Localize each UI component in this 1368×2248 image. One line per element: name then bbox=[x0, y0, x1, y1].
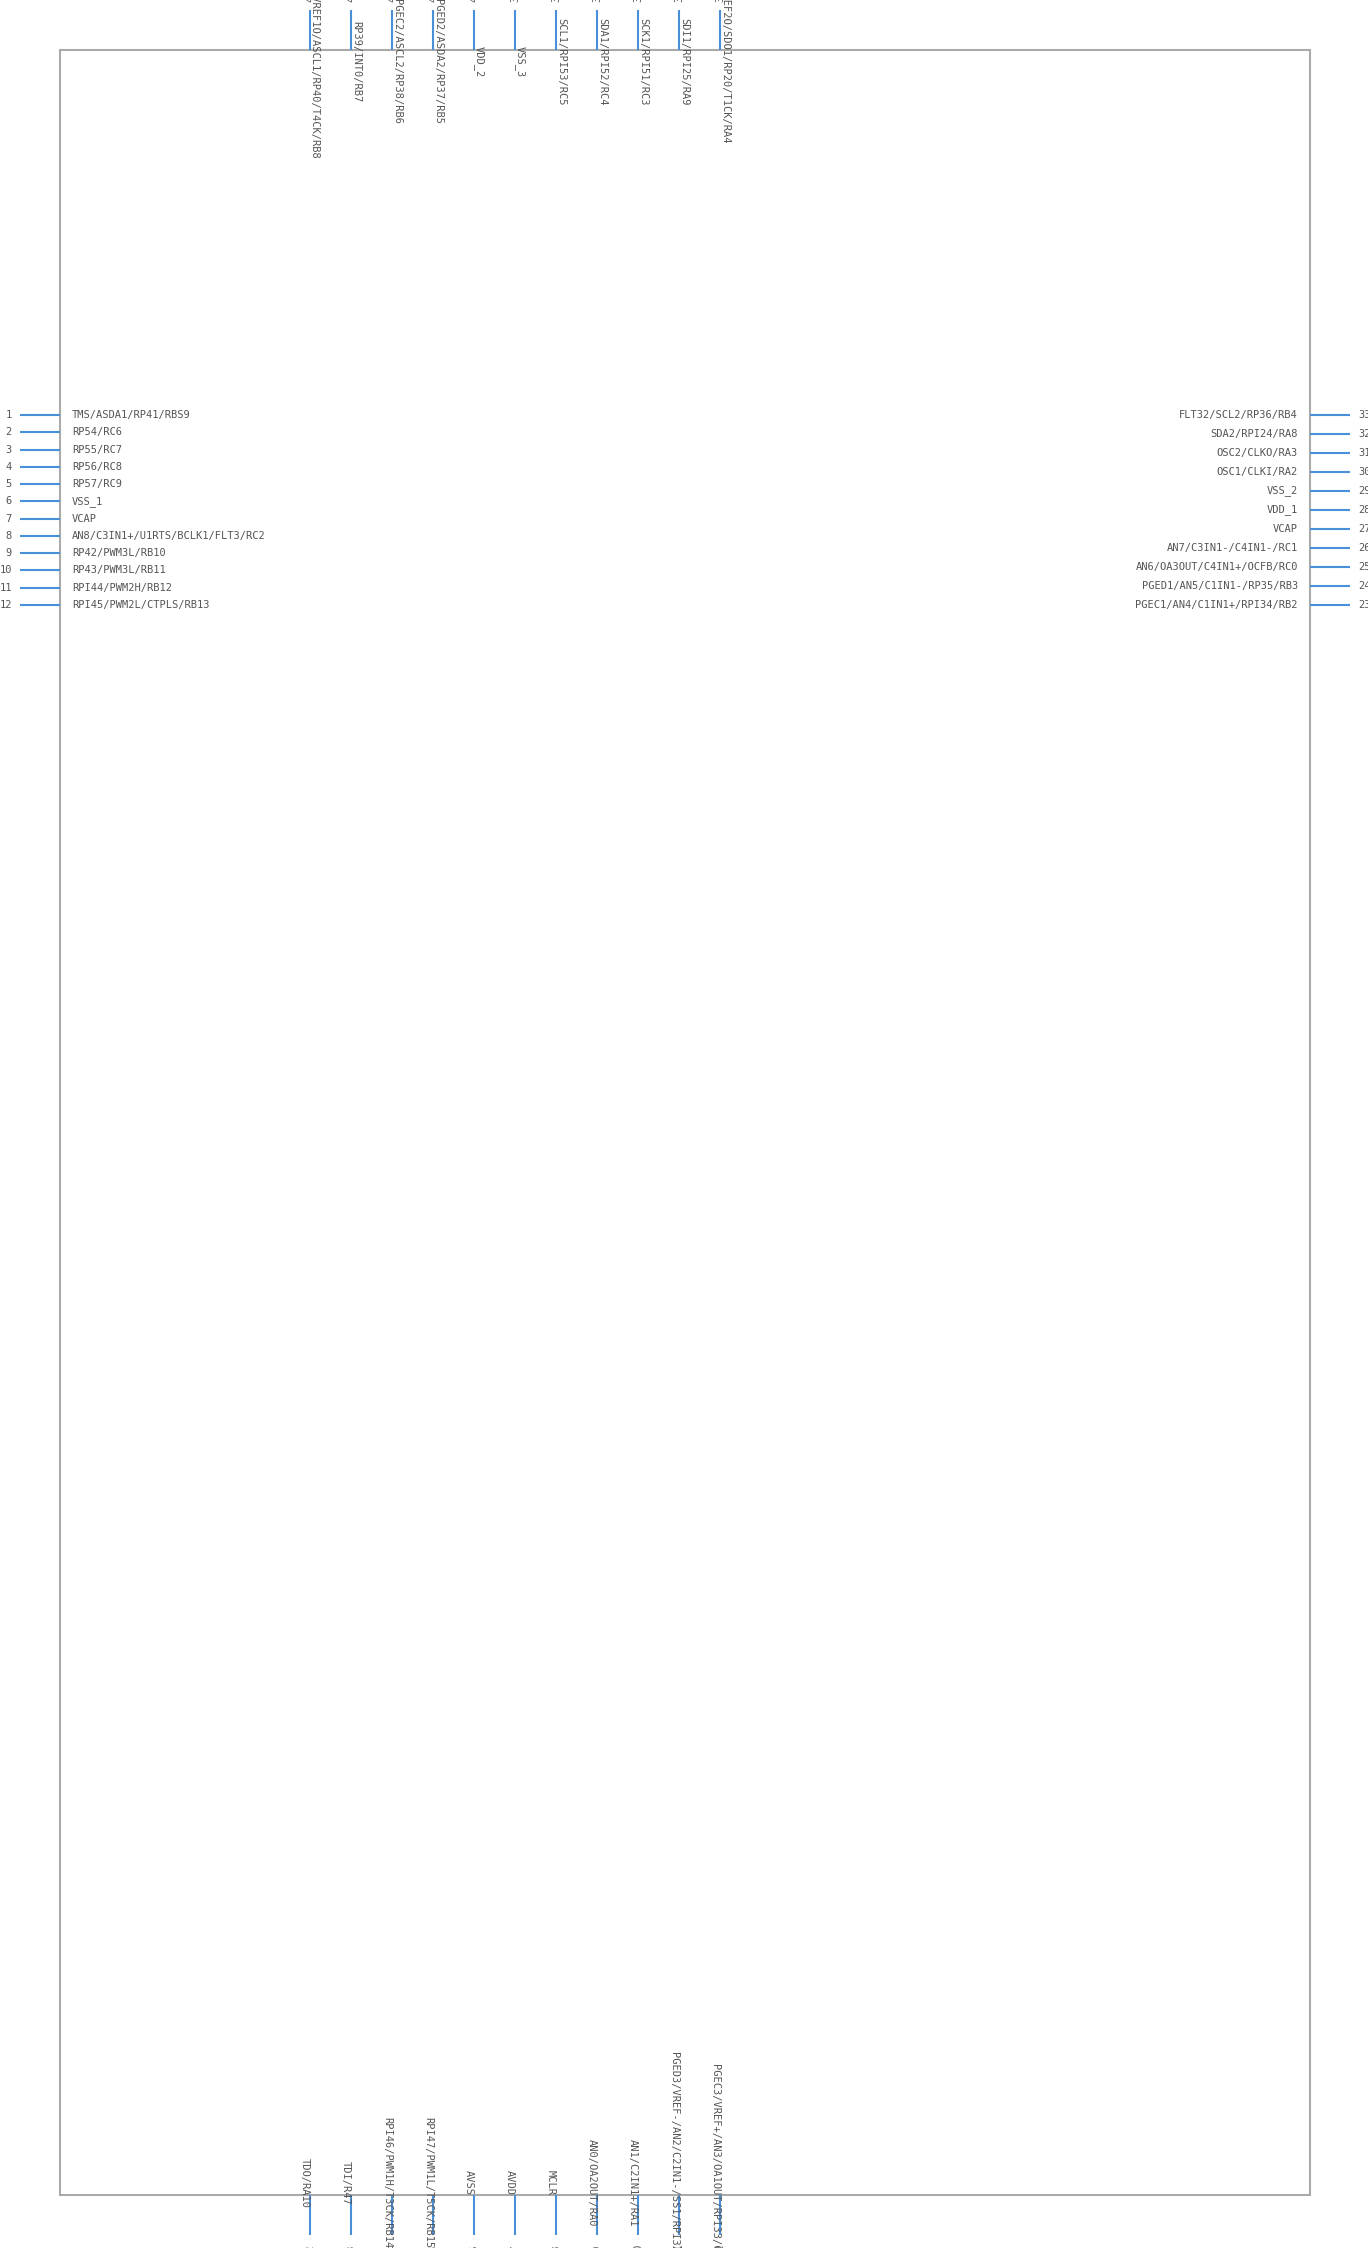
Text: 29: 29 bbox=[1358, 486, 1368, 497]
Text: 18: 18 bbox=[551, 2244, 561, 2248]
Text: PGEC2/ASCL2/RP38/RB6: PGEC2/ASCL2/RP38/RB6 bbox=[393, 0, 402, 124]
Text: 6: 6 bbox=[5, 497, 12, 506]
Text: 22: 22 bbox=[715, 2244, 725, 2248]
Text: CVREF2O/SDO1/RP20/T1CK/RA4: CVREF2O/SDO1/RP20/T1CK/RA4 bbox=[720, 0, 731, 144]
Text: 28: 28 bbox=[1358, 506, 1368, 515]
Text: 15: 15 bbox=[428, 2244, 438, 2248]
Text: VSS_1: VSS_1 bbox=[73, 497, 103, 506]
Text: 12: 12 bbox=[0, 600, 12, 609]
Text: PGED2/ASDA2/RP37/RB5: PGED2/ASDA2/RP37/RB5 bbox=[434, 0, 443, 124]
Text: 23: 23 bbox=[1358, 600, 1368, 609]
Text: 31: 31 bbox=[1358, 447, 1368, 459]
Text: 17: 17 bbox=[510, 2244, 520, 2248]
Text: 5: 5 bbox=[5, 479, 12, 490]
Text: 10: 10 bbox=[0, 566, 12, 575]
Text: PGED3/VREF-/AN2/C2IN1-/SS1/RPI32/CTED2/RB0: PGED3/VREF-/AN2/C2IN1-/SS1/RPI32/CTED2/R… bbox=[669, 2052, 679, 2248]
Text: 8: 8 bbox=[5, 531, 12, 542]
Text: AVDD: AVDD bbox=[505, 2172, 514, 2196]
Text: RPI46/PWM1H/T3CK/RB14: RPI46/PWM1H/T3CK/RB14 bbox=[382, 2118, 393, 2248]
Text: OSC1/CLKI/RA2: OSC1/CLKI/RA2 bbox=[1216, 468, 1298, 477]
Text: PGEC1/AN4/C1IN1+/RPI34/RB2: PGEC1/AN4/C1IN1+/RPI34/RB2 bbox=[1135, 600, 1298, 609]
Text: 4: 4 bbox=[5, 461, 12, 472]
Text: RP56/RC8: RP56/RC8 bbox=[73, 461, 122, 472]
Text: AN6/OA3OUT/C4IN1+/OCFB/RC0: AN6/OA3OUT/C4IN1+/OCFB/RC0 bbox=[1135, 562, 1298, 571]
Text: 19: 19 bbox=[592, 2244, 602, 2248]
Text: 2: 2 bbox=[5, 427, 12, 438]
Text: 1: 1 bbox=[5, 409, 12, 420]
Text: RP57/RC9: RP57/RC9 bbox=[73, 479, 122, 490]
Text: SDA1/RPI52/RC4: SDA1/RPI52/RC4 bbox=[596, 18, 607, 106]
Text: VSS_3: VSS_3 bbox=[514, 47, 525, 79]
Text: RP54/RC6: RP54/RC6 bbox=[73, 427, 122, 438]
Text: VSS_2: VSS_2 bbox=[1267, 486, 1298, 497]
Text: 21: 21 bbox=[674, 2244, 684, 2248]
Text: TDI/R47: TDI/R47 bbox=[341, 2160, 352, 2205]
Text: SCL1/RPI53/RC5: SCL1/RPI53/RC5 bbox=[555, 18, 566, 106]
Text: OSC2/CLKO/RA3: OSC2/CLKO/RA3 bbox=[1216, 447, 1298, 459]
Text: 33: 33 bbox=[1358, 409, 1368, 420]
Text: AN8/C3IN1+/U1RTS/BCLK1/FLT3/RC2: AN8/C3IN1+/U1RTS/BCLK1/FLT3/RC2 bbox=[73, 531, 265, 542]
Text: 16: 16 bbox=[469, 2244, 479, 2248]
Text: MCLR: MCLR bbox=[546, 2172, 555, 2196]
Text: AN7/C3IN1-/C4IN1-/RC1: AN7/C3IN1-/C4IN1-/RC1 bbox=[1167, 544, 1298, 553]
Text: RP43/PWM3L/RB11: RP43/PWM3L/RB11 bbox=[73, 566, 166, 575]
Text: RPI45/PWM2L/CTPLS/RB13: RPI45/PWM2L/CTPLS/RB13 bbox=[73, 600, 209, 609]
Text: AN1/C2IN1+/RA1: AN1/C2IN1+/RA1 bbox=[628, 2140, 637, 2228]
Text: 14: 14 bbox=[387, 2244, 397, 2248]
Text: AVSS: AVSS bbox=[464, 2172, 473, 2196]
Text: 27: 27 bbox=[1358, 524, 1368, 535]
Text: SDA2/RPI24/RA8: SDA2/RPI24/RA8 bbox=[1211, 429, 1298, 438]
Text: 3: 3 bbox=[5, 445, 12, 454]
Text: 24: 24 bbox=[1358, 580, 1368, 591]
Text: SDI1/RPI25/RA9: SDI1/RPI25/RA9 bbox=[679, 18, 689, 106]
Text: 12: 12 bbox=[305, 2244, 315, 2248]
Text: 9: 9 bbox=[5, 549, 12, 558]
Text: RP42/PWM3L/RB10: RP42/PWM3L/RB10 bbox=[73, 549, 166, 558]
Text: RP39/INT0/RB7: RP39/INT0/RB7 bbox=[352, 22, 361, 103]
Text: VDD_2: VDD_2 bbox=[473, 47, 484, 79]
Text: RPI47/PWM1L/T5CK/RB15: RPI47/PWM1L/T5CK/RB15 bbox=[423, 2118, 434, 2248]
Text: PGED1/AN5/C1IN1-/RP35/RB3: PGED1/AN5/C1IN1-/RP35/RB3 bbox=[1142, 580, 1298, 591]
Text: 13: 13 bbox=[346, 2244, 356, 2248]
Text: 20: 20 bbox=[633, 2244, 643, 2248]
Text: VDD_1: VDD_1 bbox=[1267, 504, 1298, 515]
Text: 30: 30 bbox=[1358, 468, 1368, 477]
Text: PGEC3/VREF+/AN3/OA1OUT/RPI33/CTED1/RB1: PGEC3/VREF+/AN3/OA1OUT/RPI33/CTED1/RB1 bbox=[710, 2064, 720, 2248]
Text: TMS/ASDA1/RP41/RBS9: TMS/ASDA1/RP41/RBS9 bbox=[73, 409, 190, 420]
Text: VCAP: VCAP bbox=[73, 513, 97, 524]
Text: VCAP: VCAP bbox=[1274, 524, 1298, 535]
Text: 11: 11 bbox=[0, 582, 12, 593]
Text: FLT32/SCL2/RP36/RB4: FLT32/SCL2/RP36/RB4 bbox=[1179, 409, 1298, 420]
Text: 26: 26 bbox=[1358, 544, 1368, 553]
Text: TDO/RA10: TDO/RA10 bbox=[300, 2158, 311, 2208]
Text: TCK/CVREF1O/ASCL1/RP40/T4CK/RB8: TCK/CVREF1O/ASCL1/RP40/T4CK/RB8 bbox=[311, 0, 320, 160]
Text: AN0/OA2OUT/RA0: AN0/OA2OUT/RA0 bbox=[587, 2140, 596, 2228]
Text: RP55/RC7: RP55/RC7 bbox=[73, 445, 122, 454]
Text: 32: 32 bbox=[1358, 429, 1368, 438]
Text: RPI44/PWM2H/RB12: RPI44/PWM2H/RB12 bbox=[73, 582, 172, 593]
Text: 7: 7 bbox=[5, 513, 12, 524]
Text: 25: 25 bbox=[1358, 562, 1368, 571]
Text: SCK1/RPI51/RC3: SCK1/RPI51/RC3 bbox=[637, 18, 648, 106]
